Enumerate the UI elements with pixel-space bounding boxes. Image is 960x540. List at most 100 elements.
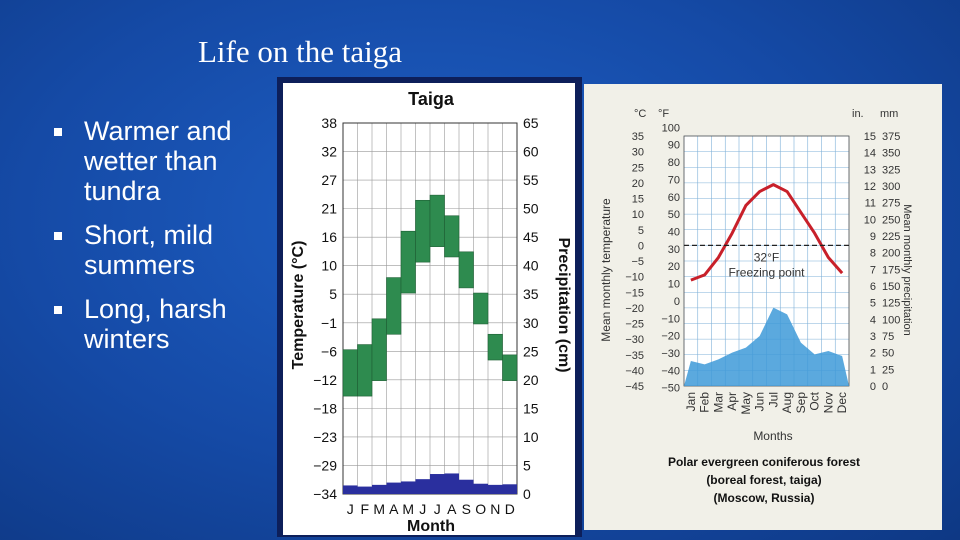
x-axis-label: Month (407, 518, 455, 535)
month-tick-label: Jun (753, 392, 767, 411)
mm-tick-label: 275 (882, 198, 900, 210)
fahrenheit-tick-label: −20 (661, 331, 680, 343)
taiga-climate-chart: Taiga Month Temperature (°C) Precipitati… (277, 77, 582, 537)
x-tick-label: M (402, 501, 414, 517)
mm-tick-label: 250 (882, 214, 900, 226)
celsius-tick-label: 5 (638, 225, 644, 237)
fahrenheit-tick-label: 10 (668, 279, 680, 291)
temp-range-bar (342, 349, 358, 397)
moscow-climate-chart: °C °F in. mm Mean monthly temperature Me… (584, 84, 942, 530)
temp-range-bar (357, 344, 373, 397)
mm-tick-label: 100 (882, 314, 900, 326)
caption-line-3: (Moscow, Russia) (714, 491, 815, 505)
y-tick-label: −12 (313, 372, 337, 388)
mm-tick-label: 150 (882, 281, 900, 293)
celsius-tick-label: −35 (625, 350, 644, 362)
celsius-tick-label: −45 (625, 381, 644, 393)
bullet-text: Short, mild summers (84, 220, 214, 280)
celsius-tick-label: 30 (632, 147, 644, 159)
caption-line-2: (boreal forest, taiga) (706, 473, 821, 487)
x-tick-label: F (360, 501, 369, 517)
mm-tick-label: 350 (882, 148, 900, 160)
temp-range-bar (502, 354, 518, 381)
mm-tick-label: 75 (882, 331, 894, 343)
y2-tick-label: 5 (523, 457, 531, 473)
temp-range-bar (444, 215, 460, 258)
fahrenheit-tick-label: 100 (662, 122, 680, 134)
y2-tick-label: 65 (523, 115, 539, 131)
temp-range-bar (400, 230, 416, 294)
mm-tick-label: 375 (882, 131, 900, 143)
caption-line-1: Polar evergreen coniferous forest (668, 455, 860, 469)
inch-tick-label: 1 (870, 364, 876, 376)
month-tick-label: Mar (711, 392, 725, 413)
inch-tick-label: 10 (864, 214, 876, 226)
precip-bar (444, 473, 459, 494)
mm-unit-label: mm (880, 108, 898, 120)
taiga-chart-svg: Taiga Month Temperature (°C) Precipitati… (290, 89, 572, 535)
y-tick-label: 10 (321, 258, 337, 274)
fahrenheit-tick-label: 30 (668, 244, 680, 256)
temp-range-bar (386, 277, 402, 335)
y2-tick-label: 15 (523, 400, 539, 416)
celsius-tick-label: 10 (632, 209, 644, 221)
inch-tick-label: 15 (864, 131, 876, 143)
inch-tick-label: 3 (870, 331, 876, 343)
month-tick-label: Jul (766, 392, 780, 407)
mm-tick-label: 200 (882, 248, 900, 260)
temp-range-bar (429, 194, 445, 247)
inch-unit-label: in. (852, 108, 864, 120)
celsius-tick-label: 15 (632, 194, 644, 206)
y-tick-label: −23 (313, 429, 337, 445)
y-tick-label: −34 (313, 486, 337, 502)
y-axis-label: Temperature (°C) (290, 241, 307, 370)
y-axis-label: Mean monthly temperature (599, 198, 613, 342)
celsius-tick-label: −40 (625, 365, 644, 377)
x-tick-label: S (462, 501, 471, 517)
x-tick-label: A (447, 501, 457, 517)
y-tick-label: 38 (321, 115, 337, 131)
celsius-tick-label: −30 (625, 334, 644, 346)
fahrenheit-tick-label: −40 (661, 365, 680, 377)
month-tick-label: Jan (684, 392, 698, 411)
x-tick-label: J (434, 501, 441, 517)
temp-range-bar (458, 251, 474, 289)
y2-axis-label: Precipitation (cm) (555, 237, 572, 372)
y2-tick-label: 30 (523, 315, 539, 331)
y2-tick-label: 20 (523, 372, 539, 388)
month-tick-label: Dec (835, 392, 849, 413)
chart-panel: Taiga Month Temperature (°C) Precipitati… (283, 83, 575, 535)
fahrenheit-tick-label: 0 (674, 296, 680, 308)
mm-tick-label: 125 (882, 298, 900, 310)
inch-tick-label: 14 (864, 148, 876, 160)
celsius-tick-label: −5 (631, 256, 644, 268)
celsius-tick-label: −15 (625, 287, 644, 299)
inch-tick-label: 13 (864, 164, 876, 176)
x-tick-label: N (490, 501, 500, 517)
temp-range-bar (473, 292, 489, 325)
precip-bar (430, 474, 445, 494)
slide-title: Life on the taiga (198, 34, 402, 69)
precip-bar (386, 482, 401, 494)
celsius-tick-label: 0 (638, 240, 644, 252)
mm-tick-label: 50 (882, 348, 894, 360)
chart-title: Taiga (408, 89, 455, 109)
y2-tick-label: 50 (523, 201, 539, 217)
y2-tick-label: 0 (523, 486, 531, 502)
inch-tick-label: 0 (870, 381, 876, 393)
mm-tick-label: 0 (882, 381, 888, 393)
y-tick-label: −1 (321, 315, 337, 331)
celsius-tick-label: −25 (625, 319, 644, 331)
bullet-item: Long, harsh winters (52, 294, 272, 354)
y2-axis-label: Mean monthly precipitation (901, 204, 913, 335)
fahrenheit-tick-label: −30 (661, 348, 680, 360)
fahrenheit-tick-label: 50 (668, 209, 680, 221)
month-tick-label: Oct (808, 391, 822, 410)
month-tick-label: Sep (794, 392, 808, 414)
celsius-unit-label: °C (634, 108, 646, 120)
square-bullet-icon (54, 128, 62, 136)
bullet-item: Warmer and wetter than tundra (52, 116, 272, 206)
mm-tick-label: 175 (882, 264, 900, 276)
y-tick-label: 27 (321, 172, 337, 188)
square-bullet-icon (54, 232, 62, 240)
